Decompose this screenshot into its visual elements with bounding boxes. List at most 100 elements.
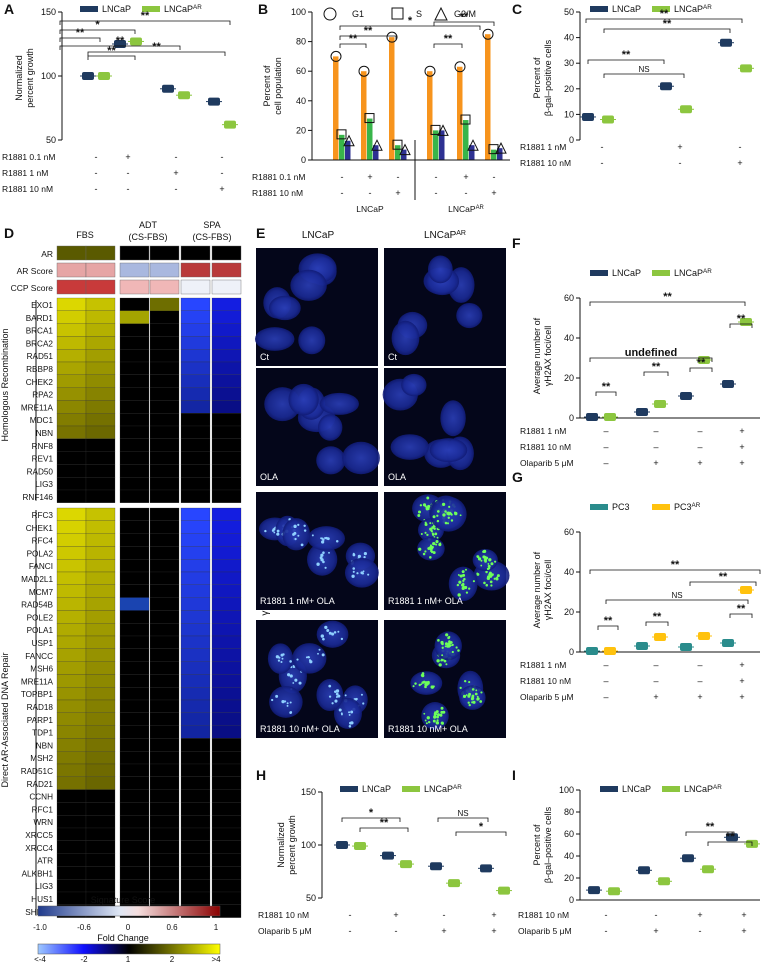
foci (476, 695, 479, 698)
foci (468, 680, 471, 684)
y-axis-label: cell population (273, 57, 283, 115)
y-tick-label: 50 (46, 135, 56, 145)
condition-mark: – (653, 676, 658, 686)
heatmap-cell (180, 336, 211, 350)
gene-label: ATR (37, 857, 53, 866)
condition-mark: - (435, 188, 438, 198)
sig-bracket (341, 817, 401, 822)
sig-bracket (589, 301, 746, 306)
bar (345, 140, 351, 160)
foci (352, 553, 356, 557)
foci (417, 510, 422, 514)
sig-label: ** (663, 291, 672, 303)
heatmap-cell (119, 374, 150, 388)
foci (480, 564, 483, 567)
heatmap-cell (211, 464, 242, 478)
heatmap-cell (149, 610, 180, 624)
heatmap-cell (149, 507, 180, 521)
heatmap-cell (180, 648, 211, 662)
condition-mark: - (605, 926, 608, 936)
y-tick-label: 60 (296, 66, 306, 76)
heatmap-cell (211, 853, 242, 867)
heatmap-cell (56, 699, 87, 713)
bar (469, 145, 475, 160)
foci (441, 502, 446, 507)
condition-mark: + (741, 910, 746, 920)
foci (448, 505, 451, 508)
heatmap-cell (180, 623, 211, 637)
heatmap-cell (211, 789, 242, 803)
heatmap-cell (85, 374, 116, 388)
heatmap-cell (85, 712, 116, 726)
gene-label: USP1 (32, 639, 54, 648)
panel-letter: H (256, 767, 266, 783)
heatmap-cell (211, 866, 242, 880)
heatmap-cell (85, 310, 116, 324)
nucleus (342, 441, 380, 475)
foci (450, 519, 454, 522)
foci (483, 558, 487, 562)
heatmap-cell (180, 413, 211, 427)
foci (429, 545, 433, 548)
sig-label: ** (141, 10, 150, 22)
heatmap-cell (56, 279, 87, 295)
bar (491, 149, 497, 160)
heatmap-cell (211, 661, 242, 675)
foci (436, 510, 440, 513)
gene-label: RAD54B (21, 601, 53, 610)
heatmap-cell (119, 413, 150, 427)
condition-mark: - (679, 158, 682, 168)
sig-label: ** (671, 559, 680, 571)
sig-bracket (339, 35, 397, 40)
y-tick-label: 40 (564, 333, 574, 343)
condition-mark: – (603, 426, 608, 436)
bar (389, 37, 395, 160)
heatmap-cell (149, 425, 180, 439)
heatmap-cell (149, 413, 180, 427)
foci (472, 700, 476, 704)
heatmap-cell (119, 776, 150, 790)
heatmap-cell (85, 336, 116, 350)
heatmap-cell (211, 438, 242, 452)
condition-mark: + (739, 676, 744, 686)
gene-label: LIG3 (35, 480, 53, 489)
condition-mark: - (175, 152, 178, 162)
heatmap-cell (85, 559, 116, 573)
condition-mark: – (653, 426, 658, 436)
legend-label: LNCaP (612, 4, 641, 14)
heatmap-cell (149, 584, 180, 598)
y-tick-label: 150 (301, 787, 316, 797)
legend-label: PC3AR (674, 502, 701, 513)
heatmap-cell (119, 546, 150, 560)
sig-bracket (643, 371, 669, 376)
heatmap-cell (56, 840, 87, 854)
legend-swatch (142, 6, 160, 12)
foci (432, 719, 436, 723)
sig-bracket (587, 59, 665, 64)
foci (446, 644, 450, 648)
foldchange-colorbar (37, 943, 221, 955)
sig-bracket (339, 25, 481, 30)
sig-bracket (605, 599, 749, 604)
foci (459, 574, 462, 577)
foci (340, 712, 343, 715)
heatmap-cell (180, 661, 211, 675)
condition-mark: - (395, 926, 398, 936)
sig-bracket (689, 581, 757, 586)
foci (432, 515, 436, 519)
group-label: LNCaP (356, 204, 384, 214)
foci (328, 551, 330, 554)
sig-bracket (729, 613, 753, 618)
heatmap-cell (119, 571, 150, 585)
foci (418, 547, 422, 551)
colorbar-tick: 0.6 (166, 923, 178, 932)
bar (497, 148, 503, 160)
heatmap-cell (56, 827, 87, 841)
heatmap-cell (56, 245, 87, 261)
heatmap-cell (149, 597, 180, 611)
condition-mark: + (491, 188, 496, 198)
foci (463, 586, 467, 589)
condition-mark: - (397, 172, 400, 182)
condition-mark: - (95, 152, 98, 162)
y-tick-label: 100 (559, 785, 574, 795)
